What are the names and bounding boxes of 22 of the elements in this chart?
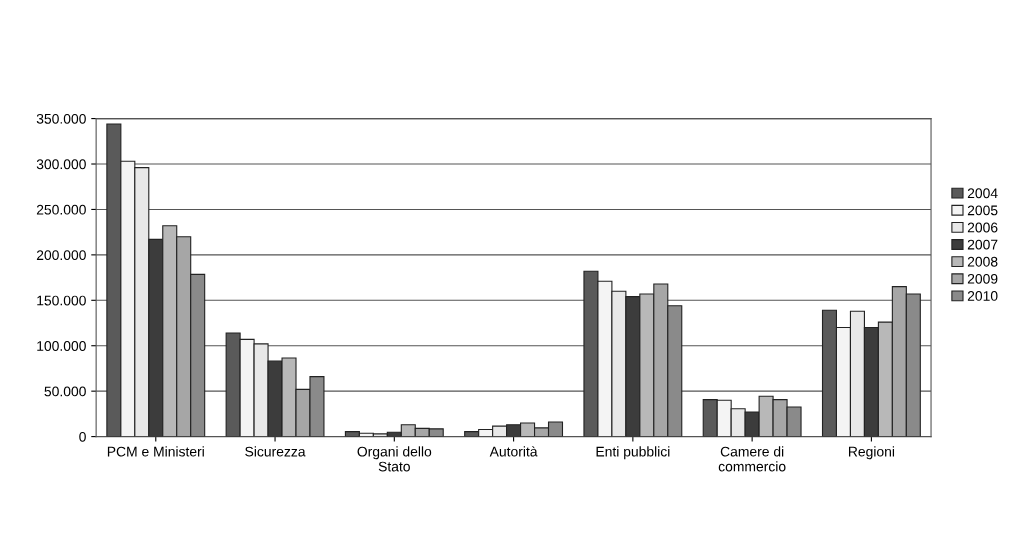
y-tick-label: 250.000 <box>36 204 86 215</box>
y-tick-label: 100.000 <box>37 341 86 351</box>
x-tick-label: Sicurezza <box>245 446 306 457</box>
x-tick-label: Enti pubblici <box>596 446 670 460</box>
x-tick-label: PCM e Ministeri <box>107 446 204 457</box>
legend-label: 2008 <box>967 256 998 267</box>
legend-label: 2010 <box>967 291 998 301</box>
y-tick-label: 0 <box>79 431 86 442</box>
legend-label: 2006 <box>967 222 998 233</box>
legend-label: 2005 <box>967 205 998 216</box>
y-tick-label: 150.000 <box>37 295 86 306</box>
y-tick-label: 300.000 <box>36 159 86 170</box>
legend-label: 2004 <box>967 188 998 199</box>
y-tick-label: 350.000 <box>36 113 86 124</box>
y-tick-label: 50.000 <box>44 386 86 397</box>
legend-label: 2009 <box>967 273 998 284</box>
x-tick-label: Organi dello Stato <box>357 446 432 472</box>
y-tick-label: 200.000 <box>36 250 86 261</box>
x-tick-label: Regioni <box>849 446 895 460</box>
x-tick-label: Camere di commercio <box>718 446 786 472</box>
legend-label: 2007 <box>967 239 998 250</box>
x-tick-label: Autorità <box>489 446 538 457</box>
